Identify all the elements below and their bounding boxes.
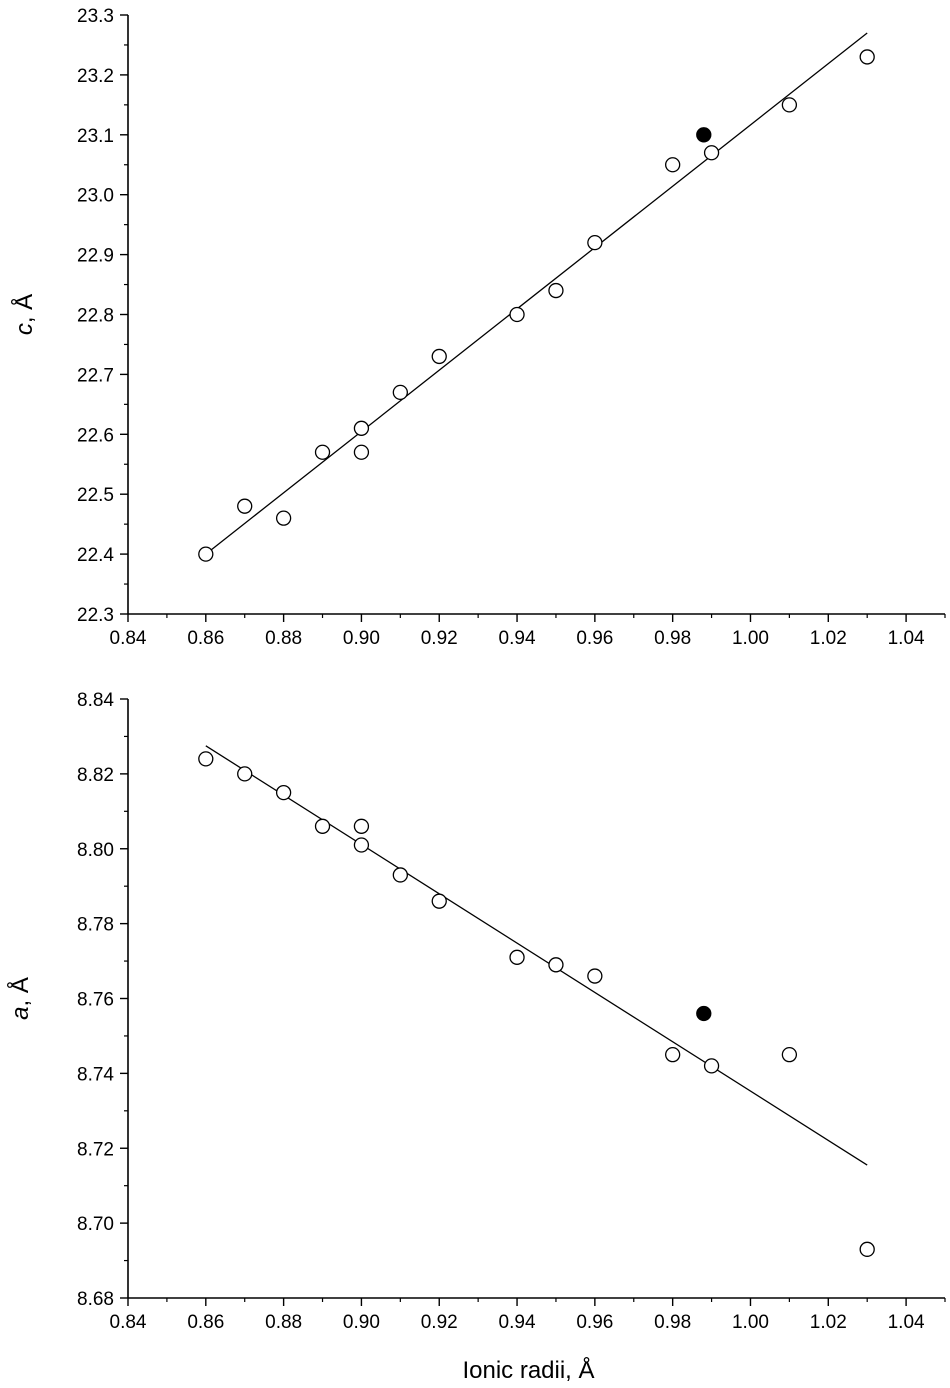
data-point-open bbox=[431, 348, 447, 365]
data-point-open bbox=[431, 893, 447, 909]
x-tick-label: 0.98 bbox=[654, 1312, 691, 1333]
x-tick-label: 0.90 bbox=[343, 628, 380, 649]
y-tick-label: 22.6 bbox=[77, 425, 114, 446]
data-point-open bbox=[509, 306, 525, 323]
y-tick-label: 23.0 bbox=[77, 186, 114, 207]
y-tick-label: 22.7 bbox=[77, 365, 114, 386]
data-point-open bbox=[237, 766, 253, 782]
x-axis-title: Ionic radii, Å bbox=[462, 1356, 594, 1384]
data-point-open bbox=[353, 444, 370, 460]
data-point-filled bbox=[696, 127, 712, 143]
y-axis-title-variable: c bbox=[11, 323, 38, 335]
data-point-open bbox=[859, 1241, 875, 1257]
x-tick-label: 1.02 bbox=[810, 1312, 847, 1333]
data-point-open bbox=[587, 234, 603, 251]
y-tick-label: 22.8 bbox=[77, 306, 114, 327]
y-tick-label: 8.70 bbox=[77, 1214, 114, 1235]
data-point-open bbox=[665, 1047, 681, 1063]
x-tick-label: 0.90 bbox=[343, 1312, 380, 1333]
data-point-open bbox=[353, 420, 370, 436]
data-point-open bbox=[198, 751, 214, 767]
y-axis-title: c, Å bbox=[10, 294, 38, 335]
data-point-open bbox=[392, 384, 408, 401]
x-tick-label: 0.92 bbox=[421, 1312, 458, 1333]
data-point-open bbox=[353, 837, 370, 853]
bottom-chart-a-parameter: 0.84 0.86 0.88 0.90 0.92 0.94 0.96 0.98 1.00 1.02… bbox=[6, 690, 946, 1384]
top-chart-c-parameter: 0.84 0.86 0.88 0.90 0.92 0.94 0.96 0.98 1.00 1.02… bbox=[10, 6, 946, 649]
data-point-open bbox=[587, 968, 603, 984]
data-point-open bbox=[703, 1058, 720, 1074]
y-tick-label: 8.74 bbox=[77, 1064, 114, 1085]
x-tick-label: 0.92 bbox=[421, 628, 458, 649]
data-point-open bbox=[314, 444, 331, 460]
x-tick-label: 1.00 bbox=[732, 1312, 769, 1333]
x-tick-label: 0.86 bbox=[187, 1312, 224, 1333]
y-axis-title-unit: , Å bbox=[10, 294, 38, 323]
data-point-open bbox=[275, 784, 292, 801]
data-point-open bbox=[237, 498, 253, 514]
y-tick-label: 23.3 bbox=[77, 6, 114, 27]
y-axis-title: a, Å bbox=[6, 977, 34, 1020]
data-point-open bbox=[781, 97, 798, 113]
data-point-open bbox=[548, 957, 564, 973]
x-tick-label: 0.94 bbox=[499, 628, 536, 649]
data-point-open bbox=[392, 867, 408, 883]
y-tick-label: 8.82 bbox=[77, 765, 114, 786]
y-tick-label: 8.78 bbox=[77, 915, 114, 936]
data-point-open bbox=[509, 949, 525, 965]
data-point-open bbox=[665, 157, 681, 173]
y-tick-label: 23.1 bbox=[77, 126, 114, 147]
x-tick-label: 0.96 bbox=[576, 1312, 613, 1333]
y-tick-label: 8.76 bbox=[77, 990, 114, 1011]
data-point-filled bbox=[696, 1005, 712, 1022]
x-tick-label: 0.88 bbox=[265, 628, 302, 649]
data-point-open bbox=[353, 818, 370, 834]
x-tick-label: 1.00 bbox=[732, 628, 769, 649]
y-axis-title-variable: a bbox=[7, 1006, 34, 1019]
x-tick-label: 0.88 bbox=[265, 1312, 302, 1333]
data-point-open bbox=[548, 282, 564, 299]
x-tick-label: 0.84 bbox=[110, 628, 147, 649]
data-point-open bbox=[781, 1047, 798, 1063]
x-tick-label: 0.86 bbox=[187, 628, 224, 649]
x-tick-label: 0.94 bbox=[499, 1312, 536, 1333]
data-point-open bbox=[859, 49, 875, 65]
y-tick-label: 23.2 bbox=[77, 66, 114, 87]
x-tick-label: 0.96 bbox=[576, 628, 613, 649]
y-tick-label: 22.4 bbox=[77, 545, 114, 566]
y-tick-label: 22.3 bbox=[77, 605, 114, 626]
x-tick-label: 0.98 bbox=[654, 628, 691, 649]
y-tick-label: 8.72 bbox=[77, 1139, 114, 1160]
y-tick-label: 22.5 bbox=[77, 485, 114, 506]
data-point-open bbox=[314, 818, 331, 834]
x-tick-label: 1.04 bbox=[888, 628, 925, 649]
x-tick-label: 1.04 bbox=[888, 1312, 925, 1333]
y-tick-label: 22.9 bbox=[77, 246, 114, 267]
y-tick-label: 8.68 bbox=[77, 1289, 114, 1310]
y-tick-label: 8.84 bbox=[77, 690, 114, 711]
fit-line bbox=[205, 32, 868, 555]
y-tick-label: 8.80 bbox=[77, 840, 114, 861]
x-tick-label: 0.84 bbox=[110, 1312, 147, 1333]
y-axis-title-unit: , Å bbox=[6, 977, 34, 1006]
fit-line bbox=[205, 745, 868, 1166]
data-point-open bbox=[703, 145, 720, 161]
x-tick-label: 1.02 bbox=[810, 628, 847, 649]
data-point-open bbox=[198, 546, 214, 562]
data-point-open bbox=[275, 510, 292, 526]
